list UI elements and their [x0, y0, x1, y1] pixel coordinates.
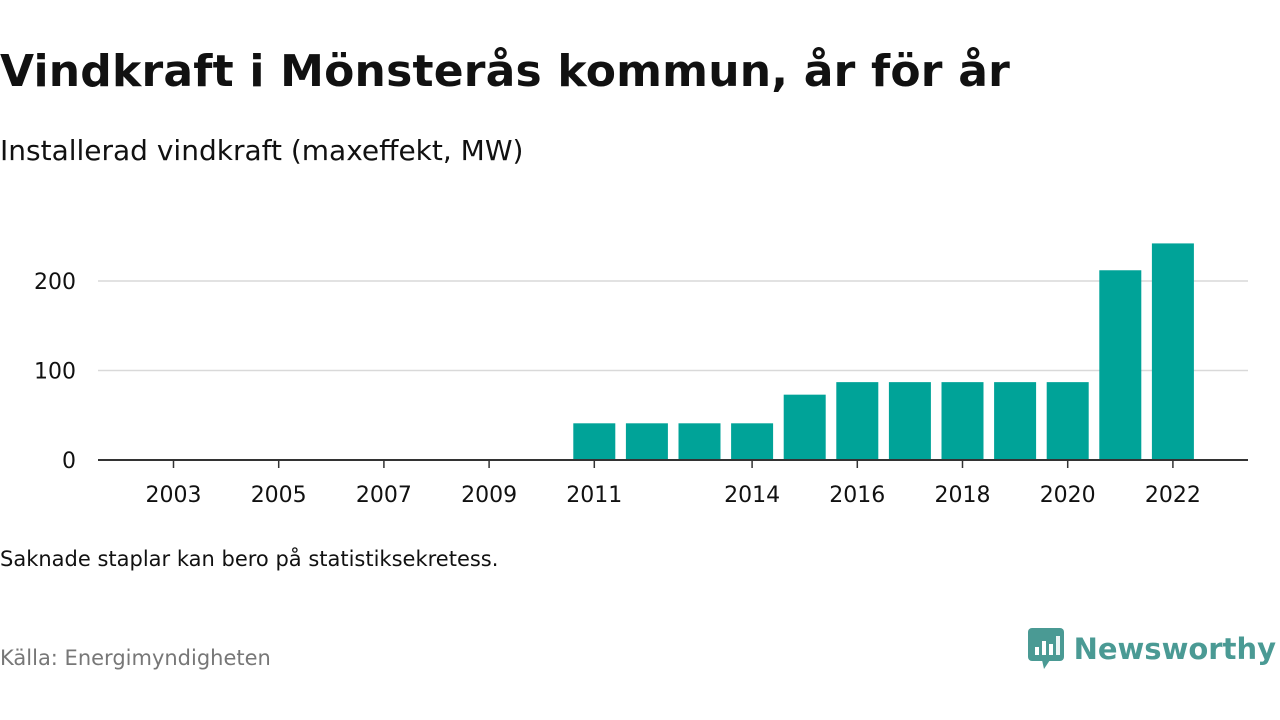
bar: [1151, 243, 1194, 460]
x-tick-label: 2016: [829, 483, 885, 508]
x-tick-label: 2003: [146, 483, 202, 508]
newsworthy-logo-icon: [1027, 628, 1064, 669]
bar: [783, 394, 826, 460]
x-tick-label: 2014: [724, 483, 780, 508]
bar: [678, 423, 721, 460]
bar: [836, 382, 879, 460]
bar: [1099, 270, 1142, 460]
y-tick-label: 100: [34, 360, 76, 385]
bar: [941, 382, 984, 460]
y-tick-label: 0: [62, 449, 76, 474]
bar: [888, 382, 931, 460]
x-tick-label: 2007: [356, 483, 412, 508]
x-tick-label: 2009: [461, 483, 517, 508]
footnote: Saknade staplar kan bero på statistiksek…: [0, 547, 499, 571]
x-tick-label: 2022: [1145, 483, 1201, 508]
brand-name: Newsworthy: [1073, 632, 1276, 666]
x-tick-label: 2018: [935, 483, 991, 508]
source-label: Källa: Energimyndigheten: [0, 646, 271, 670]
bar: [994, 382, 1037, 460]
x-tick-label: 2011: [566, 483, 622, 508]
chart-subtitle: Installerad vindkraft (maxeffekt, MW): [0, 134, 524, 167]
brand-logo: Newsworthy: [1027, 628, 1276, 670]
bar-chart: 0 100 200 2003 2005 2007 2009 2011 2014 2016 2018 2…: [34, 243, 1248, 508]
bar: [1046, 382, 1089, 460]
y-tick-label: 200: [34, 270, 76, 295]
bar: [625, 423, 668, 460]
bar: [573, 423, 616, 460]
x-tick-label: 2020: [1040, 483, 1096, 508]
x-tick-label: 2005: [251, 483, 307, 508]
chart-title: Vindkraft i Mönsterås kommun, år för år: [0, 46, 1011, 97]
bar: [731, 423, 774, 460]
